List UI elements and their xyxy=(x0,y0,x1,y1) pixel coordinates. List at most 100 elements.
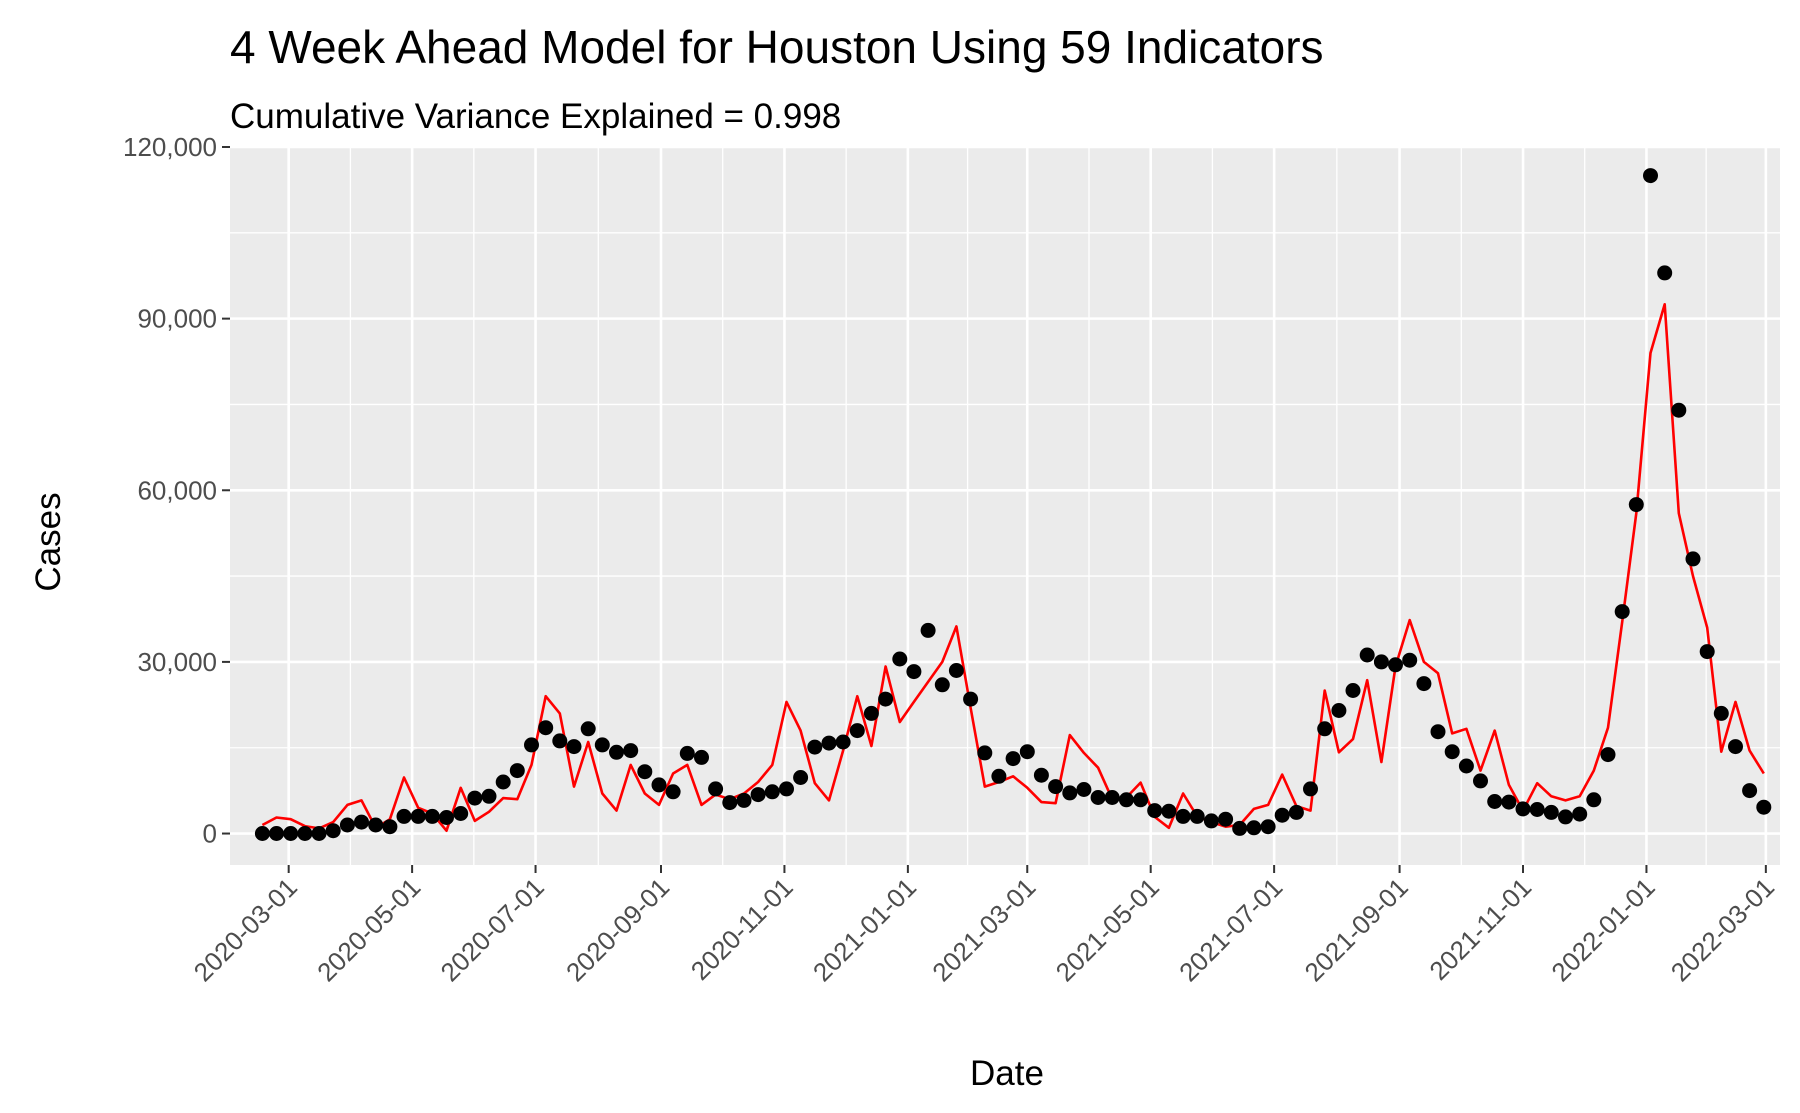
x-tick-label: 2021-03-01 xyxy=(926,872,1041,987)
observed-point xyxy=(793,770,809,785)
observed-point xyxy=(1728,739,1743,755)
observed-point xyxy=(1388,657,1403,673)
observed-point xyxy=(1529,802,1545,817)
observed-point xyxy=(1345,683,1361,698)
observed-point xyxy=(1373,654,1389,670)
observed-point xyxy=(694,749,709,765)
observed-point xyxy=(1671,402,1687,418)
x-tick-label: 2020-09-01 xyxy=(560,872,675,987)
observed-point xyxy=(1430,724,1446,740)
x-tick-label: 2021-01-01 xyxy=(807,872,922,987)
observed-point xyxy=(1189,808,1205,824)
observed-point xyxy=(1515,801,1531,817)
observed-point xyxy=(566,739,582,755)
x-tick-label: 2020-05-01 xyxy=(311,872,426,987)
observed-point xyxy=(538,720,554,736)
observed-point xyxy=(1090,790,1106,805)
plot-panel xyxy=(230,147,1780,865)
observed-point xyxy=(1133,792,1149,808)
observed-point xyxy=(991,768,1007,784)
observed-point xyxy=(1600,747,1616,763)
observed-point xyxy=(283,826,299,841)
observed-point xyxy=(934,677,950,693)
observed-point xyxy=(637,764,653,780)
y-tick-label: 60,000 xyxy=(137,475,217,505)
observed-point xyxy=(736,792,752,808)
observed-point xyxy=(1062,785,1078,801)
observed-point xyxy=(1359,647,1375,663)
observed-point xyxy=(1444,744,1460,760)
observed-point xyxy=(892,651,908,667)
observed-point xyxy=(878,691,894,707)
x-tick-label: 2020-07-01 xyxy=(435,872,550,987)
observed-point xyxy=(1076,782,1092,797)
observed-point xyxy=(1458,758,1474,774)
observed-point xyxy=(1260,819,1276,835)
y-axis-title: Cases xyxy=(29,492,68,591)
observed-point xyxy=(764,784,780,800)
observed-point xyxy=(963,691,979,707)
observed-point xyxy=(325,823,341,839)
observed-point xyxy=(948,663,964,678)
observed-point xyxy=(679,745,695,761)
x-tick-label: 2022-01-01 xyxy=(1545,872,1660,987)
observed-point xyxy=(1501,794,1517,810)
observed-point xyxy=(779,781,794,797)
observed-point xyxy=(594,737,610,753)
observed-point xyxy=(495,774,511,790)
observed-point xyxy=(623,743,639,759)
observed-point xyxy=(453,806,469,821)
observed-point xyxy=(1317,721,1333,737)
observed-point xyxy=(1118,792,1134,808)
observed-point xyxy=(1147,803,1163,819)
observed-point xyxy=(254,826,270,841)
observed-point xyxy=(708,781,724,797)
observed-point xyxy=(1742,783,1758,799)
observed-point xyxy=(1402,652,1418,668)
observed-point xyxy=(1756,799,1772,815)
observed-point xyxy=(722,795,738,811)
observed-point xyxy=(509,763,525,779)
observed-point xyxy=(807,739,823,755)
observed-point xyxy=(1586,792,1602,808)
observed-point xyxy=(849,723,865,739)
observed-point xyxy=(1048,779,1064,795)
observed-point xyxy=(580,721,596,737)
x-tick-label: 2020-03-01 xyxy=(188,872,303,987)
observed-point xyxy=(1473,773,1488,789)
observed-point xyxy=(1572,806,1588,822)
predicted-line xyxy=(261,302,1765,833)
observed-point xyxy=(609,744,624,760)
chart-title: 4 Week Ahead Model for Houston Using 59 … xyxy=(230,21,1324,73)
x-tick-label: 2021-05-01 xyxy=(1050,872,1165,987)
x-axis-title: Date xyxy=(970,1054,1044,1093)
observed-point xyxy=(354,814,369,830)
observed-point xyxy=(750,787,766,803)
observed-point xyxy=(410,808,426,824)
observed-point xyxy=(1033,767,1049,783)
observed-point xyxy=(1203,813,1219,829)
observed-point xyxy=(368,817,384,833)
observed-point xyxy=(382,819,398,835)
observed-point xyxy=(1416,676,1432,692)
observed-point xyxy=(1288,804,1304,820)
predicted-series xyxy=(261,302,1765,833)
observed-point xyxy=(1218,811,1234,827)
observed-point xyxy=(1558,809,1573,825)
x-tick-label: 2022-03-01 xyxy=(1665,872,1780,987)
observed-point xyxy=(1246,820,1262,836)
y-tick-label: 0 xyxy=(203,819,217,849)
observed-point xyxy=(1543,804,1559,820)
y-tick-label: 90,000 xyxy=(137,304,217,334)
observed-point xyxy=(1331,703,1347,718)
x-tick-label: 2021-11-01 xyxy=(1423,872,1537,986)
chart-subtitle: Cumulative Variance Explained = 0.998 xyxy=(230,97,841,136)
y-tick-label: 120,000 xyxy=(123,132,217,162)
observed-point xyxy=(1699,644,1715,660)
observed-point xyxy=(1274,807,1290,823)
observed-series xyxy=(254,168,1772,841)
observed-point xyxy=(297,826,313,841)
observed-point xyxy=(269,826,284,841)
observed-point xyxy=(821,735,837,751)
